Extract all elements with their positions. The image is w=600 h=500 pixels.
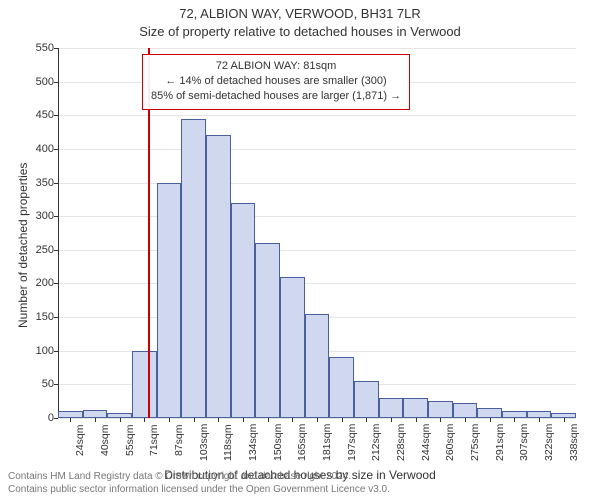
x-tick-mark — [416, 418, 417, 422]
x-tick-mark — [120, 418, 121, 422]
chart-plot-area: 72 ALBION WAY: 81sqm← 14% of detached ho… — [58, 48, 576, 418]
histogram-bar — [132, 351, 157, 418]
footer-line-2: Contains public sector information licen… — [8, 484, 390, 497]
x-tick-mark — [465, 418, 466, 422]
y-tick-label: 400 — [4, 143, 54, 155]
histogram-bar — [527, 411, 552, 418]
y-tick-label: 550 — [4, 42, 54, 54]
histogram-bar — [403, 398, 428, 418]
x-tick-mark — [243, 418, 244, 422]
y-axis-line — [58, 48, 59, 418]
x-tick-label: 338sqm — [568, 424, 580, 461]
x-tick-mark — [317, 418, 318, 422]
x-tick-label: 165sqm — [296, 424, 308, 461]
x-tick-mark — [268, 418, 269, 422]
histogram-bar — [83, 410, 108, 418]
x-tick-label: 228sqm — [395, 424, 407, 461]
histogram-bar — [428, 401, 453, 418]
x-tick-label: 181sqm — [321, 424, 333, 461]
x-tick-label: 71sqm — [148, 424, 160, 456]
y-tick-label: 100 — [4, 345, 54, 357]
x-tick-label: 212sqm — [370, 424, 382, 461]
x-tick-mark — [95, 418, 96, 422]
x-tick-mark — [70, 418, 71, 422]
histogram-bar — [305, 314, 330, 418]
histogram-bar — [206, 135, 231, 418]
y-tick-label: 450 — [4, 109, 54, 121]
y-tick-label: 0 — [4, 412, 54, 424]
page: 72, ALBION WAY, VERWOOD, BH31 7LR Size o… — [0, 0, 600, 500]
histogram-bar — [453, 403, 478, 418]
x-tick-mark — [292, 418, 293, 422]
histogram-bar — [502, 411, 527, 418]
y-tick-label: 50 — [4, 378, 54, 390]
y-tick-label: 150 — [4, 311, 54, 323]
x-tick-mark — [564, 418, 565, 422]
x-tick-label: 103sqm — [198, 424, 210, 461]
x-tick-label: 40sqm — [99, 424, 111, 456]
y-tick-label: 200 — [4, 277, 54, 289]
footer-attribution: Contains HM Land Registry data © Crown c… — [8, 471, 390, 496]
x-tick-label: 55sqm — [124, 424, 136, 456]
x-tick-mark — [194, 418, 195, 422]
info-box-line-3: 85% of semi-detached houses are larger (… — [151, 89, 401, 104]
x-tick-label: 87sqm — [173, 424, 185, 456]
x-tick-mark — [391, 418, 392, 422]
histogram-bar — [280, 277, 305, 418]
x-tick-mark — [440, 418, 441, 422]
gridline — [58, 183, 576, 184]
x-tick-label: 244sqm — [420, 424, 432, 461]
y-tick-label: 350 — [4, 177, 54, 189]
histogram-bar — [477, 408, 502, 418]
y-tick-label: 300 — [4, 210, 54, 222]
x-tick-mark — [366, 418, 367, 422]
info-box: 72 ALBION WAY: 81sqm← 14% of detached ho… — [142, 54, 410, 110]
histogram-bar — [379, 398, 404, 418]
info-box-line-2: ← 14% of detached houses are smaller (30… — [151, 74, 401, 89]
histogram-bar — [231, 203, 256, 418]
histogram-bar — [58, 411, 83, 418]
x-tick-label: 197sqm — [346, 424, 358, 461]
x-tick-mark — [514, 418, 515, 422]
x-tick-label: 275sqm — [469, 424, 481, 461]
gridline — [58, 48, 576, 49]
histogram-bar — [329, 357, 354, 418]
x-tick-mark — [342, 418, 343, 422]
histogram-bar — [255, 243, 280, 418]
x-tick-mark — [218, 418, 219, 422]
y-tick-label: 500 — [4, 76, 54, 88]
x-tick-label: 322sqm — [543, 424, 555, 461]
x-tick-label: 291sqm — [494, 424, 506, 461]
x-tick-mark — [539, 418, 540, 422]
gridline — [58, 216, 576, 217]
x-tick-mark — [144, 418, 145, 422]
x-tick-label: 118sqm — [222, 424, 234, 461]
x-tick-mark — [490, 418, 491, 422]
x-tick-label: 307sqm — [518, 424, 530, 461]
x-tick-mark — [169, 418, 170, 422]
gridline — [58, 250, 576, 251]
info-box-line-1: 72 ALBION WAY: 81sqm — [151, 59, 401, 74]
gridline — [58, 115, 576, 116]
gridline — [58, 283, 576, 284]
histogram-bar — [157, 183, 182, 418]
y-tick-label: 250 — [4, 244, 54, 256]
footer-line-1: Contains HM Land Registry data © Crown c… — [8, 471, 390, 484]
gridline — [58, 149, 576, 150]
x-tick-label: 150sqm — [272, 424, 284, 461]
x-tick-label: 24sqm — [74, 424, 86, 456]
y-tick-mark — [54, 418, 58, 419]
histogram-bar — [181, 119, 206, 418]
page-title-address: 72, ALBION WAY, VERWOOD, BH31 7LR — [0, 6, 600, 21]
x-tick-label: 260sqm — [444, 424, 456, 461]
histogram-bar — [354, 381, 379, 418]
page-title-subtitle: Size of property relative to detached ho… — [0, 24, 600, 39]
x-tick-label: 134sqm — [247, 424, 259, 461]
